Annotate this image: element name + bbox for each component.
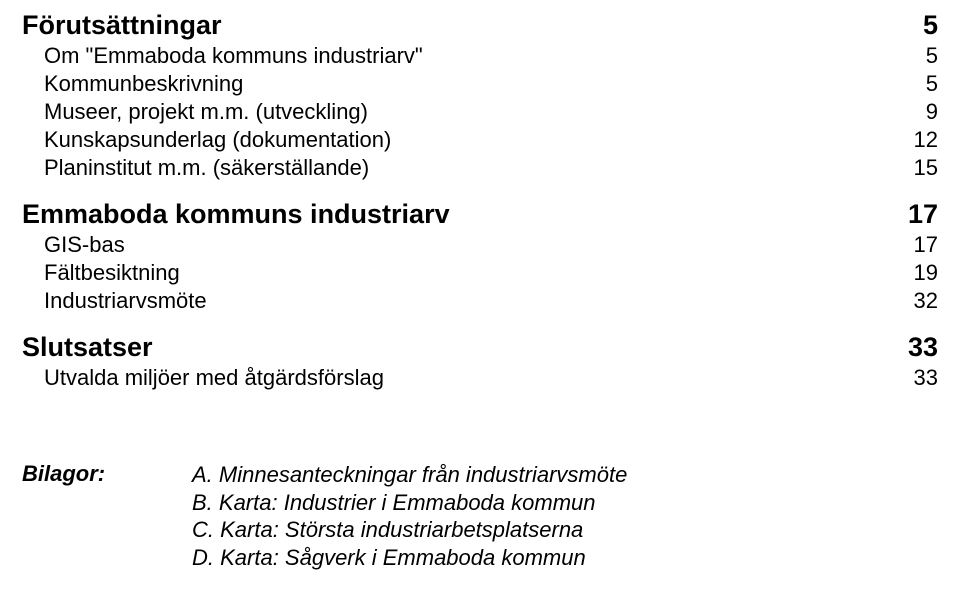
- toc-item-label: Utvalda miljöer med åtgärdsförslag: [22, 365, 384, 391]
- toc-item-label: GIS-bas: [22, 232, 125, 258]
- toc-item-page: 32: [914, 288, 938, 314]
- toc-item-row: Industriarvsmöte 32: [22, 286, 938, 314]
- toc-item-row: GIS-bas 17: [22, 230, 938, 258]
- section-heading-row: Emmaboda kommuns industriarv 17: [22, 199, 938, 230]
- section-heading-row: Förutsättningar 5: [22, 10, 938, 41]
- appendix-block: Bilagor: A. Minnesanteckningar från indu…: [22, 461, 938, 571]
- section-heading-row: Slutsatser 33: [22, 332, 938, 363]
- section-page: 17: [908, 199, 938, 230]
- appendix-label: Bilagor:: [22, 461, 192, 571]
- appendix-line: A. Minnesanteckningar från industriarvsm…: [192, 461, 627, 489]
- spacer: [22, 314, 938, 332]
- section-page: 33: [908, 332, 938, 363]
- toc-item-label: Museer, projekt m.m. (utveckling): [22, 99, 368, 125]
- toc-item-page: 15: [914, 155, 938, 181]
- toc-item-label: Kommunbeskrivning: [22, 71, 243, 97]
- appendix-line: B. Karta: Industrier i Emmaboda kommun: [192, 489, 627, 517]
- toc-item-page: 9: [926, 99, 938, 125]
- section-title: Slutsatser: [22, 332, 153, 363]
- toc-page: Förutsättningar 5 Om "Emmaboda kommuns i…: [0, 0, 960, 571]
- toc-item-page: 5: [926, 71, 938, 97]
- toc-item-page: 17: [914, 232, 938, 258]
- toc-item-row: Fältbesiktning 19: [22, 258, 938, 286]
- toc-item-row: Kunskapsunderlag (dokumentation) 12: [22, 125, 938, 153]
- toc-item-label: Industriarvsmöte: [22, 288, 207, 314]
- appendix-line: C. Karta: Största industriarbetsplatsern…: [192, 516, 627, 544]
- appendix-lines: A. Minnesanteckningar från industriarvsm…: [192, 461, 627, 571]
- toc-item-page: 5: [926, 43, 938, 69]
- toc-item-row: Om "Emmaboda kommuns industriarv" 5: [22, 41, 938, 69]
- toc-item-row: Museer, projekt m.m. (utveckling) 9: [22, 97, 938, 125]
- toc-item-row: Kommunbeskrivning 5: [22, 69, 938, 97]
- toc-item-page: 19: [914, 260, 938, 286]
- toc-item-label: Kunskapsunderlag (dokumentation): [22, 127, 391, 153]
- toc-item-label: Fältbesiktning: [22, 260, 180, 286]
- appendix-line: D. Karta: Sågverk i Emmaboda kommun: [192, 544, 627, 572]
- toc-item-label: Om "Emmaboda kommuns industriarv": [22, 43, 423, 69]
- toc-item-row: Utvalda miljöer med åtgärdsförslag 33: [22, 363, 938, 391]
- section-page: 5: [923, 10, 938, 41]
- toc-item-page: 33: [914, 365, 938, 391]
- toc-item-row: Planinstitut m.m. (säkerställande) 15: [22, 153, 938, 181]
- section-title: Emmaboda kommuns industriarv: [22, 199, 450, 230]
- section-title: Förutsättningar: [22, 10, 222, 41]
- spacer: [22, 181, 938, 199]
- toc-item-page: 12: [914, 127, 938, 153]
- toc-item-label: Planinstitut m.m. (säkerställande): [22, 155, 369, 181]
